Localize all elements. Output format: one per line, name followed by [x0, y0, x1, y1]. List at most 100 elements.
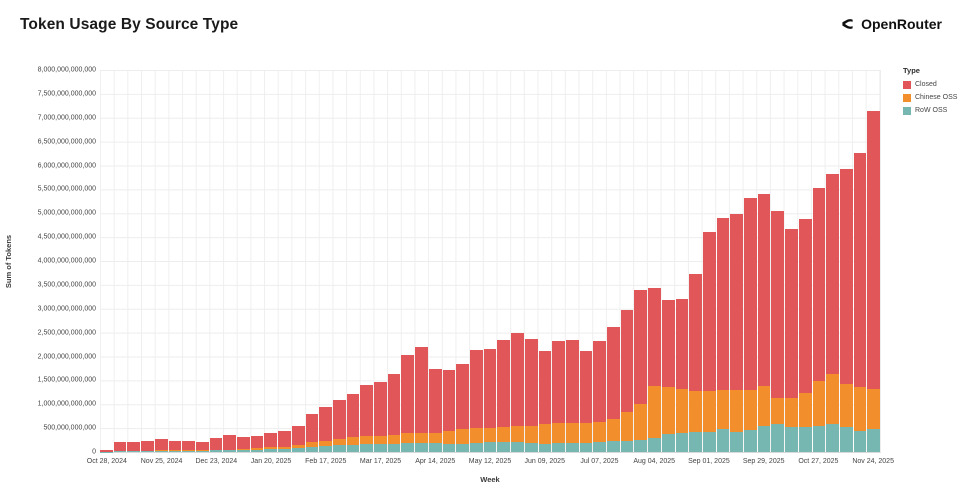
- bar-nov-17-2025[interactable]: [853, 70, 867, 452]
- bar-nov-11-2024[interactable]: [127, 70, 141, 452]
- bar-aug-25-2025[interactable]: [689, 70, 702, 452]
- openrouter-logo[interactable]: OpenRouter: [839, 16, 942, 32]
- bar-jul-28-2025[interactable]: [634, 70, 648, 452]
- bar-segment-chinese-oss: [853, 387, 867, 431]
- bar-jun-09-2025[interactable]: [538, 70, 552, 452]
- bar-oct-27-2025[interactable]: [812, 70, 826, 452]
- bar-segment-row-oss: [332, 445, 346, 452]
- bar-dec-30-2024[interactable]: [223, 70, 237, 452]
- bar-segment-closed: [195, 441, 209, 451]
- bar-nov-25-2024[interactable]: [154, 70, 168, 452]
- bar-nov-03-2025[interactable]: [826, 70, 839, 452]
- openrouter-chevron-icon: [839, 16, 855, 32]
- bar-segment-row-oss: [154, 450, 168, 452]
- bar-jul-14-2025[interactable]: [607, 70, 620, 452]
- bar-jul-21-2025[interactable]: [620, 70, 634, 452]
- bar-feb-10-2025[interactable]: [305, 70, 319, 452]
- bar-segment-chinese-oss: [771, 397, 785, 425]
- bar-jan-27-2025[interactable]: [278, 70, 291, 452]
- bar-apr-07-2025[interactable]: [415, 70, 428, 452]
- bar-mar-03-2025[interactable]: [346, 70, 360, 452]
- x-tick-label: Sep 01, 2025: [688, 458, 730, 465]
- y-tick-label: 1,500,000,000,000: [37, 376, 96, 384]
- bar-segment-chinese-oss: [538, 424, 552, 444]
- bar-apr-28-2025[interactable]: [456, 70, 469, 452]
- bar-mar-31-2025[interactable]: [401, 70, 415, 452]
- bar-segment-row-oss: [305, 446, 319, 452]
- bar-apr-21-2025[interactable]: [442, 70, 456, 452]
- bar-may-19-2025[interactable]: [497, 70, 511, 452]
- bar-may-05-2025[interactable]: [469, 70, 483, 452]
- bar-segment-row-oss: [497, 441, 511, 452]
- bar-sep-01-2025[interactable]: [702, 70, 716, 452]
- bar-oct-06-2025[interactable]: [771, 70, 785, 452]
- bar-dec-02-2024[interactable]: [168, 70, 182, 452]
- legend-item-chinese-oss[interactable]: Chinese OSS: [903, 94, 959, 103]
- bar-apr-14-2025[interactable]: [428, 70, 442, 452]
- bar-segment-closed: [374, 382, 387, 437]
- legend-label-row-oss: RoW OSS: [915, 107, 948, 115]
- bar-jun-16-2025[interactable]: [552, 70, 565, 452]
- y-tick-label: 1,000,000,000,000: [37, 400, 96, 408]
- bar-segment-chinese-oss: [401, 432, 415, 443]
- bar-jan-20-2025[interactable]: [264, 70, 278, 452]
- bar-may-26-2025[interactable]: [511, 70, 524, 452]
- bar-mar-24-2025[interactable]: [387, 70, 401, 452]
- bar-mar-10-2025[interactable]: [360, 70, 374, 452]
- legend-swatch-closed: [903, 81, 911, 89]
- bar-feb-17-2025[interactable]: [319, 70, 332, 452]
- x-tick-label: Nov 25, 2024: [140, 458, 183, 465]
- bar-sep-15-2025[interactable]: [730, 70, 744, 452]
- bar-segment-closed: [127, 442, 141, 452]
- bar-sep-08-2025[interactable]: [716, 70, 730, 452]
- bar-feb-03-2025[interactable]: [291, 70, 305, 452]
- legend-swatch-chinese-oss: [903, 94, 911, 103]
- bar-segment-closed: [552, 341, 565, 424]
- bar-segment-chinese-oss: [579, 423, 593, 443]
- bar-sep-22-2025[interactable]: [744, 70, 757, 452]
- bar-segment-row-oss: [168, 450, 182, 452]
- bar-segment-chinese-oss: [565, 422, 579, 444]
- bar-oct-13-2025[interactable]: [785, 70, 798, 452]
- bar-nov-10-2025[interactable]: [839, 70, 853, 452]
- bar-jun-02-2025[interactable]: [524, 70, 538, 452]
- bar-segment-closed: [579, 350, 593, 424]
- bar-feb-24-2025[interactable]: [332, 70, 346, 452]
- bar-segment-chinese-oss: [237, 448, 250, 450]
- bar-sep-29-2025[interactable]: [757, 70, 771, 452]
- bar-segment-row-oss: [785, 427, 798, 452]
- bar-jun-30-2025[interactable]: [579, 70, 593, 452]
- bar-oct-28-2024[interactable]: [100, 70, 113, 452]
- bar-jan-13-2025[interactable]: [250, 70, 264, 452]
- bar-segment-closed: [456, 364, 469, 430]
- bar-jan-06-2025[interactable]: [237, 70, 250, 452]
- bar-jun-23-2025[interactable]: [565, 70, 579, 452]
- bar-nov-24-2025[interactable]: [867, 70, 881, 452]
- bar-jul-07-2025[interactable]: [593, 70, 607, 452]
- bar-segment-row-oss: [648, 438, 661, 452]
- bar-mar-17-2025[interactable]: [374, 70, 387, 452]
- y-tick-label: 3,500,000,000,000: [37, 281, 96, 289]
- legend-label-closed: Closed: [915, 81, 937, 88]
- bar-may-12-2025[interactable]: [483, 70, 497, 452]
- bar-segment-closed: [702, 232, 716, 391]
- bar-segment-row-oss: [853, 430, 867, 452]
- bar-nov-18-2024[interactable]: [141, 70, 154, 452]
- bar-oct-20-2025[interactable]: [798, 70, 812, 452]
- bar-nov-04-2024[interactable]: [113, 70, 127, 452]
- bar-segment-closed: [497, 339, 511, 427]
- bar-segment-closed: [442, 369, 456, 431]
- bar-dec-09-2024[interactable]: [182, 70, 195, 452]
- legend-item-closed[interactable]: Closed: [903, 81, 959, 89]
- bar-segment-chinese-oss: [689, 390, 702, 433]
- bar-aug-04-2025[interactable]: [648, 70, 661, 452]
- x-tick-label: Jan 20, 2025: [250, 458, 292, 465]
- bar-aug-11-2025[interactable]: [661, 70, 675, 452]
- legend-item-row-oss[interactable]: RoW OSS: [903, 107, 959, 116]
- bar-dec-16-2024[interactable]: [195, 70, 209, 452]
- bar-segment-closed: [113, 442, 127, 452]
- x-axis-title: Week: [480, 475, 500, 484]
- bar-aug-18-2025[interactable]: [675, 70, 689, 452]
- bar-dec-23-2024[interactable]: [209, 70, 223, 452]
- bar-segment-row-oss: [552, 443, 565, 452]
